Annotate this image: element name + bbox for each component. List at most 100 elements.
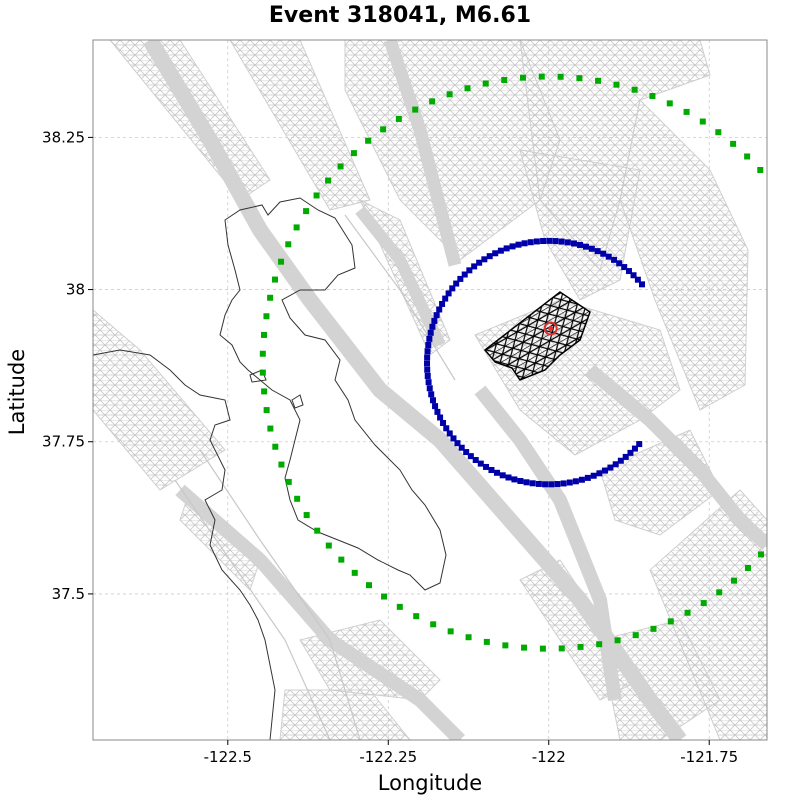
inner-arc-point <box>590 472 597 479</box>
outer-arc-point <box>716 589 723 596</box>
outer-arc-point <box>313 192 320 199</box>
inner-arc-point <box>424 348 431 355</box>
inner-arc-point <box>445 290 452 297</box>
outer-arc-point <box>303 512 310 519</box>
outer-arc-point <box>365 137 372 144</box>
inner-arc-point <box>427 329 434 336</box>
outer-arc-point <box>730 577 737 584</box>
outer-arc-point <box>757 166 764 173</box>
outer-arc-point <box>267 425 274 432</box>
inner-arc-point <box>601 467 608 474</box>
outer-arc-point <box>303 208 310 215</box>
outer-arc-point <box>744 564 751 571</box>
inner-arc-point <box>596 470 603 477</box>
outer-arc-point <box>261 388 268 395</box>
outer-arc-point <box>412 106 419 113</box>
coastline-bay <box>219 197 447 591</box>
coastline-island <box>291 394 304 409</box>
inner-arc-point <box>511 476 518 483</box>
inner-arc-point <box>572 478 579 485</box>
x-ticks: -122.5 -122.25 -122 -121.75 <box>204 740 738 766</box>
inner-arc-point <box>424 360 431 367</box>
outer-arc-point <box>366 582 373 589</box>
map-layer <box>93 40 798 740</box>
outer-arc-point <box>447 628 454 635</box>
outer-arc-point <box>267 294 274 301</box>
x-tick-label: -122.25 <box>359 748 417 766</box>
inner-arc-point <box>630 272 637 279</box>
outer-arc-point <box>781 522 787 528</box>
outer-arc-point <box>380 126 387 133</box>
outer-arc-point <box>396 603 403 610</box>
inner-arc-point <box>432 403 439 410</box>
outer-arc-point <box>770 537 776 543</box>
inner-arc-point <box>542 481 549 488</box>
outer-arc-point <box>294 495 301 502</box>
coastline-island <box>249 369 267 383</box>
inner-arc-point <box>486 253 493 260</box>
plot-frame <box>92 39 768 741</box>
y-tick-label: 38 <box>66 281 85 299</box>
inner-arc-point <box>548 481 555 488</box>
outer-arc-point <box>538 73 545 80</box>
fault-line <box>344 214 456 381</box>
outer-arc-point <box>744 153 751 160</box>
inner-arc-point <box>605 253 612 260</box>
inner-arc-point <box>611 256 618 263</box>
inner-arc-point <box>436 306 443 313</box>
fault-mesh <box>519 149 641 301</box>
outer-arc-point <box>684 609 691 616</box>
outer-arc-point <box>558 645 565 652</box>
outer-arc-point <box>350 150 357 157</box>
inner-arc-point <box>472 457 479 464</box>
inner-arc-point <box>529 480 536 487</box>
outer-arc-point <box>699 118 706 125</box>
inner-arc-point <box>450 435 457 442</box>
coastline-layer <box>93 197 447 740</box>
inner-arc-point <box>492 250 499 257</box>
inner-arc-point <box>428 391 435 398</box>
outer-arc-point <box>430 621 437 628</box>
inner-arc-point <box>631 445 638 452</box>
inner-arc-point <box>594 248 601 255</box>
outer-arc-point <box>792 506 798 512</box>
inner-arc-point <box>466 267 473 274</box>
inner-arc-point <box>505 474 512 481</box>
inner-arc-point <box>622 453 629 460</box>
inner-arc-point <box>429 323 436 330</box>
inner-arc-point <box>625 268 632 275</box>
inner-arc-point <box>616 260 623 267</box>
outer-arc-point <box>351 569 358 576</box>
outer-arc-point <box>285 241 292 248</box>
inner-arc-point <box>471 263 478 270</box>
inner-arc-point <box>483 463 490 470</box>
arcs <box>259 73 798 652</box>
outer-arc-point <box>278 258 285 265</box>
inner-arc-point <box>577 241 584 248</box>
inner-arc-point <box>446 430 453 437</box>
fault-trace <box>143 40 687 740</box>
inner-arc-point <box>424 366 431 373</box>
fault-line <box>174 479 331 740</box>
inner-arc-point <box>453 280 460 287</box>
outer-arc-point <box>465 634 472 641</box>
outer-arc-point <box>521 644 528 651</box>
outer-arc-point <box>683 108 690 115</box>
outer-arc-point <box>649 92 656 99</box>
outer-arc-point <box>483 638 490 645</box>
inner-arc-point <box>509 243 516 250</box>
fault-trace <box>383 40 462 267</box>
outer-arc-point <box>502 642 509 649</box>
outer-arc-point <box>791 212 797 218</box>
inner-arc-point <box>457 275 464 282</box>
outer-arc-point <box>259 369 266 376</box>
inner-arc-point <box>621 264 628 271</box>
fault-mesh <box>229 40 371 211</box>
inner-arc-point <box>540 238 547 245</box>
inner-arc-point <box>437 414 444 421</box>
inner-arc-point <box>533 238 540 245</box>
inner-arc-point <box>627 449 634 456</box>
inner-arc-point <box>612 461 619 468</box>
inner-arc-point <box>546 237 553 244</box>
